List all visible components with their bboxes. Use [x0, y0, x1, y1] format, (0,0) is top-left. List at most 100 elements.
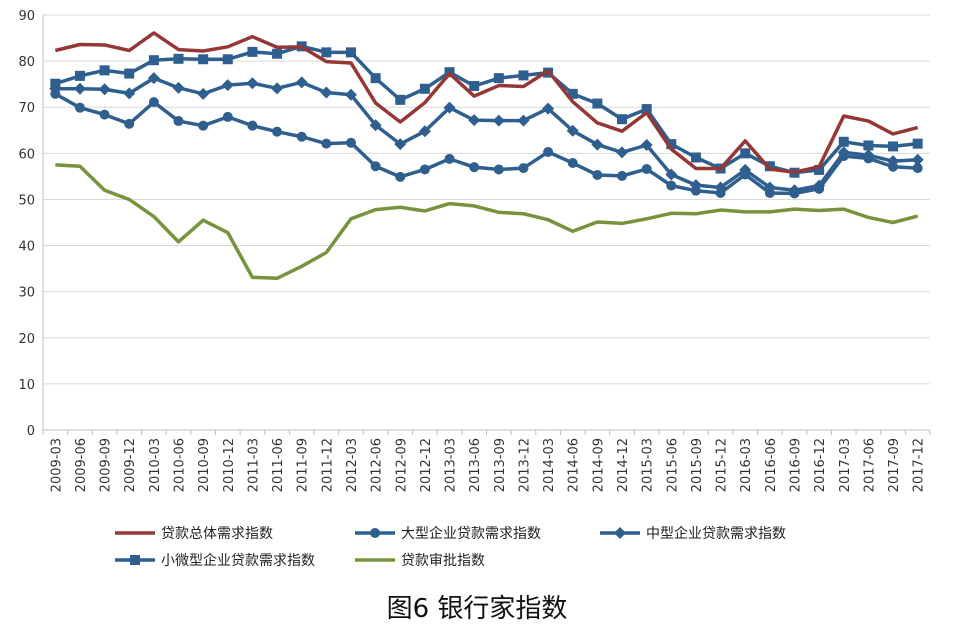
series-point	[518, 70, 529, 81]
legend-label: 贷款审批指数	[401, 553, 485, 569]
series-4	[50, 41, 923, 178]
series-point	[690, 152, 701, 163]
y-tick-label: 0	[27, 424, 35, 439]
series-point	[148, 55, 159, 66]
series-point	[98, 83, 111, 96]
x-tick-label: 2016-12	[813, 438, 828, 492]
legend-item: 贷款审批指数	[355, 553, 485, 569]
x-tick-label: 2014-12	[616, 438, 631, 492]
series-point	[222, 111, 233, 122]
series-point	[763, 181, 776, 194]
y-tick-label: 50	[18, 193, 35, 208]
series-point	[222, 54, 233, 65]
series-point	[295, 76, 308, 89]
x-tick-label: 2010-03	[148, 438, 163, 492]
series-point	[74, 102, 85, 113]
series-3	[49, 72, 924, 197]
y-tick-label: 40	[18, 240, 35, 255]
legend-label: 小微型企业贷款需求指数	[161, 552, 315, 569]
series-point	[814, 164, 825, 175]
x-tick-label: 2017-09	[887, 438, 902, 492]
x-tick-label: 2014-06	[567, 438, 582, 492]
y-tick-label: 30	[18, 286, 35, 301]
series-point	[123, 87, 136, 100]
x-tick-label: 2010-06	[173, 438, 188, 492]
series-point	[395, 171, 406, 182]
series-point	[369, 119, 382, 132]
series-point	[395, 94, 406, 105]
x-tick-label: 2017-12	[912, 438, 927, 492]
series-point	[173, 116, 184, 127]
series-point	[198, 120, 209, 131]
x-tick-label: 2011-06	[271, 438, 286, 492]
series-point	[689, 179, 702, 192]
series-point	[617, 170, 628, 181]
series-point	[321, 138, 332, 149]
series-point	[493, 73, 504, 84]
series-point	[566, 124, 579, 137]
series-point	[296, 131, 307, 142]
series-point	[912, 138, 923, 149]
series-point	[641, 104, 652, 115]
y-tick-label: 90	[18, 9, 35, 24]
series-point	[272, 126, 283, 137]
series-point	[172, 81, 185, 94]
series-5	[55, 163, 919, 281]
x-tick-label: 2015-06	[665, 438, 680, 492]
x-tick-label: 2013-09	[493, 438, 508, 492]
series-point	[124, 68, 135, 79]
series-point	[99, 109, 110, 120]
series-point	[911, 153, 924, 166]
y-tick-label: 80	[18, 55, 35, 70]
series-point	[492, 114, 505, 127]
series-point	[320, 86, 333, 99]
x-tick-label: 2012-06	[370, 438, 385, 492]
series-point	[616, 146, 629, 159]
series-point	[247, 120, 258, 131]
x-tick-label: 2011-03	[246, 438, 261, 492]
x-tick-label: 2016-06	[764, 438, 779, 492]
series-point	[418, 125, 431, 138]
series-point	[591, 138, 604, 151]
series-point	[271, 82, 284, 95]
series-point	[198, 54, 209, 65]
series-point	[517, 114, 530, 127]
legend-label: 中型企业贷款需求指数	[646, 525, 786, 542]
x-tick-label: 2016-03	[739, 438, 754, 492]
x-tick-label: 2014-09	[591, 438, 606, 492]
legend-item: 大型企业贷款需求指数	[355, 525, 541, 542]
series-point	[394, 138, 407, 151]
series-point	[641, 164, 652, 175]
series-point	[221, 79, 234, 92]
x-tick-label: 2017-06	[862, 438, 877, 492]
series-point	[370, 161, 381, 172]
x-tick-label: 2013-03	[444, 438, 459, 492]
series-point	[518, 163, 529, 174]
series-point	[99, 65, 110, 76]
series-point	[345, 47, 356, 58]
y-tick-label: 20	[18, 332, 35, 347]
series-point	[666, 180, 677, 191]
legend-item: 小微型企业贷款需求指数	[115, 552, 315, 569]
x-tick-label: 2009-09	[99, 438, 114, 492]
series-point	[567, 158, 578, 169]
x-tick-label: 2010-09	[197, 438, 212, 492]
y-tick-label: 10	[18, 378, 35, 393]
series-point	[912, 163, 923, 174]
series-point	[838, 136, 849, 147]
series-point	[197, 87, 210, 100]
series-point	[246, 77, 259, 90]
x-tick-label: 2015-09	[690, 438, 705, 492]
series-line	[55, 163, 919, 281]
x-tick-label: 2009-12	[123, 438, 138, 492]
series-point	[419, 83, 430, 94]
chart-title: 图6 银行家指数	[386, 594, 568, 624]
series-point	[888, 141, 899, 152]
x-tick-label: 2012-12	[419, 438, 434, 492]
series-point	[344, 88, 357, 101]
legend-item: 贷款总体需求指数	[115, 526, 273, 542]
series-point	[370, 73, 381, 84]
series-point	[740, 148, 751, 159]
series-point	[148, 97, 159, 108]
